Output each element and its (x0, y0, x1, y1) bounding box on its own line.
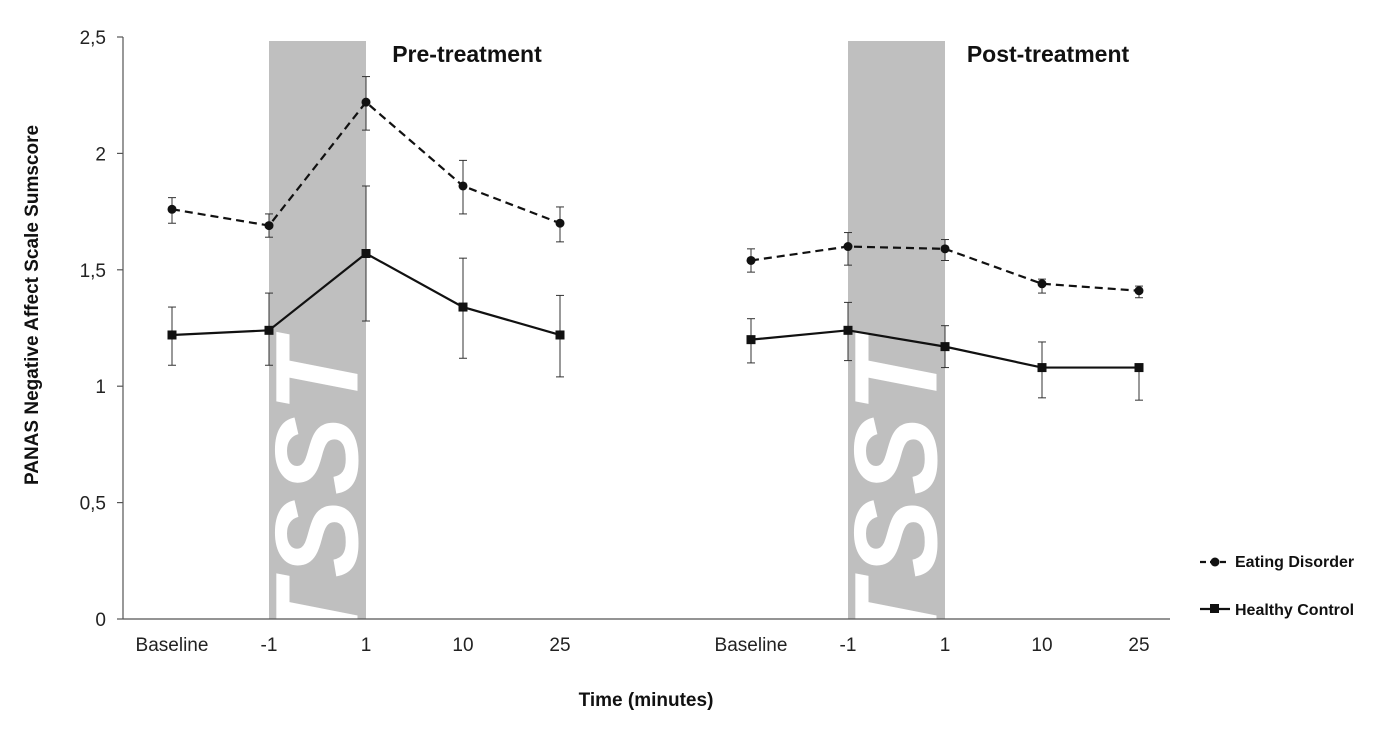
x-tick-label: Baseline (136, 635, 209, 656)
data-point-square (361, 249, 371, 259)
panel-title-pre: Pre-treatment (392, 41, 542, 67)
tsst-label-0: TSST (252, 331, 384, 653)
data-point-square (167, 330, 177, 340)
legend-label-healthy-control: Healthy Control (1235, 602, 1354, 619)
x-tick-label: 25 (1128, 635, 1149, 656)
data-point-square (264, 325, 274, 335)
data-point-square (843, 325, 853, 335)
data-point-circle (746, 255, 756, 265)
tsst-label-1: TSST (831, 331, 963, 653)
tsst-band-0 (269, 41, 366, 619)
legend-marker-square (1210, 604, 1219, 613)
series-eating-disorder-1 (746, 232, 1144, 299)
data-point-circle (940, 244, 950, 254)
data-point-circle (843, 242, 853, 252)
data-point-circle (361, 97, 371, 107)
data-point-circle (167, 204, 177, 214)
legend-item-eating-disorder: Eating Disorder (1200, 554, 1354, 571)
x-tick-label: Baseline (715, 635, 788, 656)
x-tick-label: 1 (940, 635, 951, 656)
y-tick-label: 2 (95, 144, 106, 165)
y-tick-label: 0 (95, 610, 106, 631)
x-tick-label: 25 (549, 635, 570, 656)
series-healthy-control-0 (167, 185, 565, 378)
y-axis-title: PANAS Negative Affect Scale Sumscore (22, 125, 43, 485)
x-tick-label: -1 (261, 635, 278, 656)
data-point-square (746, 335, 756, 345)
tsst-bands: TSST TSST (252, 41, 963, 654)
data-point-circle (555, 218, 565, 228)
tsst-band-1 (848, 41, 945, 619)
x-tick-label: 10 (452, 635, 473, 656)
x-tick-label: 1 (361, 635, 372, 656)
data-point-square (1134, 363, 1144, 373)
series-healthy-control-1 (746, 301, 1144, 401)
y-tick-label: 1,5 (80, 261, 106, 282)
y-tick-label: 1 (95, 377, 106, 398)
data-point-circle (264, 221, 274, 231)
panel-title-post: Post-treatment (967, 41, 1130, 67)
data-point-circle (458, 181, 468, 191)
data-point-square (555, 330, 565, 340)
axes (122, 37, 1170, 620)
y-tick-label: 2,5 (80, 28, 106, 49)
series-line (171, 100, 561, 227)
titles: Pre-treatment Post-treatment Time (minut… (22, 41, 1129, 711)
data-point-square (1037, 363, 1047, 373)
x-axis-title: Time (minutes) (579, 690, 714, 711)
y-tick-label: 0,5 (80, 494, 106, 515)
legend-item-healthy-control: Healthy Control (1200, 602, 1354, 619)
series (167, 76, 1144, 401)
series-eating-disorder-0 (167, 76, 565, 243)
x-tick-label: -1 (840, 635, 857, 656)
legend-marker-circle (1210, 557, 1220, 567)
data-point-circle (1134, 286, 1144, 296)
y-ticks: 0 0,5 1 1,5 2 2,5 (80, 28, 123, 631)
data-point-circle (1037, 279, 1047, 289)
legend: Eating Disorder Healthy Control (1200, 554, 1354, 619)
legend-label-eating-disorder: Eating Disorder (1235, 554, 1354, 571)
x-tick-label: 10 (1031, 635, 1052, 656)
data-point-square (940, 342, 950, 352)
data-point-square (458, 302, 468, 312)
x-ticks: Baseline -1 1 10 25 Baseline -1 1 10 25 (136, 635, 1150, 656)
